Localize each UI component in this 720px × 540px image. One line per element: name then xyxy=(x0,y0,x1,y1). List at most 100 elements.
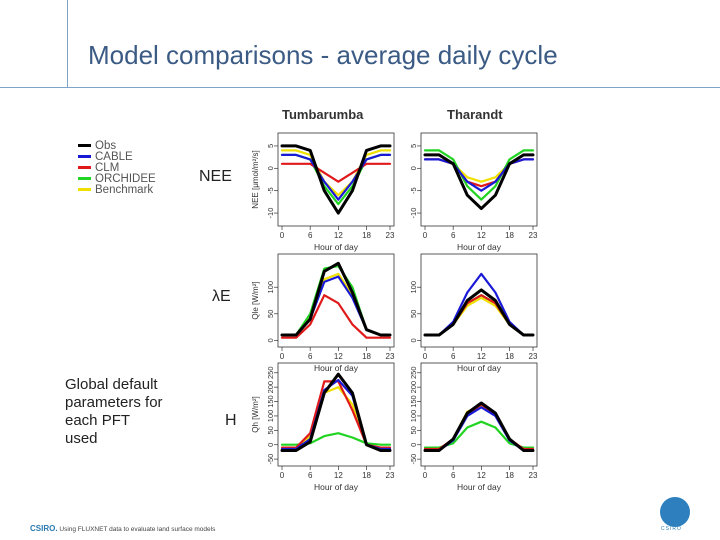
y-tick-label: 50 xyxy=(409,310,418,318)
legend-swatch xyxy=(78,155,91,158)
x-tick-label: 0 xyxy=(280,352,285,361)
legend-label: CABLE xyxy=(95,150,133,163)
legend-swatch xyxy=(78,188,91,191)
y-tick-label: 5 xyxy=(409,144,418,148)
y-tick-label: 250 xyxy=(266,366,275,379)
y-tick-label: 50 xyxy=(409,426,418,434)
legend-label: CLM xyxy=(95,161,120,174)
footer-brand: CSIRO. xyxy=(30,524,58,533)
y-tick-label: 0 xyxy=(266,338,275,342)
column-title-tharandt: Tharandt xyxy=(447,107,503,122)
legend-swatch xyxy=(78,166,91,169)
series-line-benchmark xyxy=(280,272,392,337)
y-tick-label: 50 xyxy=(266,310,275,318)
y-tick-label: -10 xyxy=(409,208,418,219)
y-tick-label: 100 xyxy=(266,410,275,423)
x-tick-label: 23 xyxy=(529,471,538,480)
legend-label: ORCHIDEE xyxy=(95,172,156,185)
series-line-clm xyxy=(423,158,535,188)
x-tick-label: 12 xyxy=(477,352,486,361)
x-tick-label: 23 xyxy=(529,231,538,240)
y-tick-label: -10 xyxy=(266,208,275,219)
column-title-tumbarumba: Tumbarumba xyxy=(282,107,364,122)
series-line-clm xyxy=(280,162,392,183)
legend-item-clm: CLM xyxy=(78,161,156,174)
y-tick-label: 150 xyxy=(266,395,275,408)
x-tick-label: 12 xyxy=(334,352,343,361)
series-line-clm xyxy=(280,294,392,339)
title-band xyxy=(0,0,720,88)
y-tick-label: 200 xyxy=(266,381,275,394)
x-tick-label: 12 xyxy=(477,471,486,480)
y-tick-label: -50 xyxy=(266,454,275,465)
y-axis-label: Qh [W/m²] xyxy=(251,396,260,432)
x-axis-label: Hour of day xyxy=(314,242,359,252)
series-line-cable xyxy=(280,275,392,337)
x-tick-label: 0 xyxy=(423,231,428,240)
panel-frame xyxy=(277,253,395,348)
row-label-latent-heat: λE xyxy=(212,288,231,305)
y-tick-label: 150 xyxy=(409,395,418,408)
series-line-benchmark xyxy=(280,149,392,197)
legend-swatch xyxy=(78,177,91,180)
x-tick-label: 6 xyxy=(451,231,456,240)
row-label-sensible-heat: H xyxy=(225,412,237,429)
y-tick-label: 0 xyxy=(409,338,418,342)
y-tick-label: -50 xyxy=(409,454,418,465)
x-tick-label: 6 xyxy=(451,471,456,480)
panel-0: 0 6 12 18 23 Hour of day -10 -5 0 5 NEE [μmol/m²/s… xyxy=(251,132,395,252)
x-tick-label: 6 xyxy=(308,231,313,240)
y-tick-label: 100 xyxy=(409,281,418,294)
y-tick-label: 0 xyxy=(266,166,275,170)
y-tick-label: -5 xyxy=(266,187,275,194)
parameters-note: Global default parameters for each PFT u… xyxy=(65,376,163,447)
logo-text: CSIRO xyxy=(661,526,682,532)
x-tick-label: 6 xyxy=(451,352,456,361)
panel-frame xyxy=(277,132,395,227)
x-tick-label: 6 xyxy=(308,352,313,361)
series-line-cable xyxy=(423,158,535,192)
series-line-orchidee xyxy=(423,149,535,201)
x-tick-label: 0 xyxy=(280,471,285,480)
y-tick-label: -5 xyxy=(409,187,418,194)
panel-frame xyxy=(277,362,395,467)
x-tick-label: 0 xyxy=(423,352,428,361)
series-line-obs xyxy=(423,401,535,452)
series-line-cable xyxy=(280,378,392,451)
x-axis-label: Hour of day xyxy=(457,482,502,492)
x-tick-label: 18 xyxy=(362,231,371,240)
legend-label: Benchmark xyxy=(95,183,154,196)
legend-label: Obs xyxy=(95,139,117,152)
x-tick-label: 23 xyxy=(529,352,538,361)
x-tick-label: 18 xyxy=(505,471,514,480)
legend: Obs CABLE CLM ORCHIDEE Benchmark xyxy=(78,139,156,196)
series-line-clm xyxy=(423,403,535,451)
legend-swatch xyxy=(78,144,91,147)
slide-title: Model comparisons - average daily cycle xyxy=(88,40,558,70)
y-tick-label: 0 xyxy=(266,443,275,447)
legend-item-orchidee: ORCHIDEE xyxy=(78,172,156,185)
series-line-cable xyxy=(423,272,535,337)
series-line-benchmark xyxy=(280,386,392,451)
x-tick-label: 0 xyxy=(423,471,428,480)
title-divider-vertical xyxy=(67,0,68,88)
series-line-clm xyxy=(280,380,392,449)
panel-frame xyxy=(420,253,538,348)
x-tick-label: 12 xyxy=(477,231,486,240)
y-tick-label: 0 xyxy=(409,166,418,170)
x-tick-label: 0 xyxy=(280,231,285,240)
y-tick-label: 200 xyxy=(409,381,418,394)
x-tick-label: 12 xyxy=(334,231,343,240)
series-line-obs xyxy=(280,372,392,452)
series-line-orchidee xyxy=(280,432,392,446)
y-tick-label: 100 xyxy=(409,410,418,423)
panel-2: 0 6 12 18 23 Hour of day 0 50 100 Qle [W/m²] xyxy=(251,253,395,373)
y-axis-label: NEE [μmol/m²/s] xyxy=(251,150,260,208)
x-tick-label: 18 xyxy=(505,352,514,361)
y-tick-label: 100 xyxy=(266,281,275,294)
y-tick-label: 5 xyxy=(266,144,275,148)
y-tick-label: 250 xyxy=(409,366,418,379)
